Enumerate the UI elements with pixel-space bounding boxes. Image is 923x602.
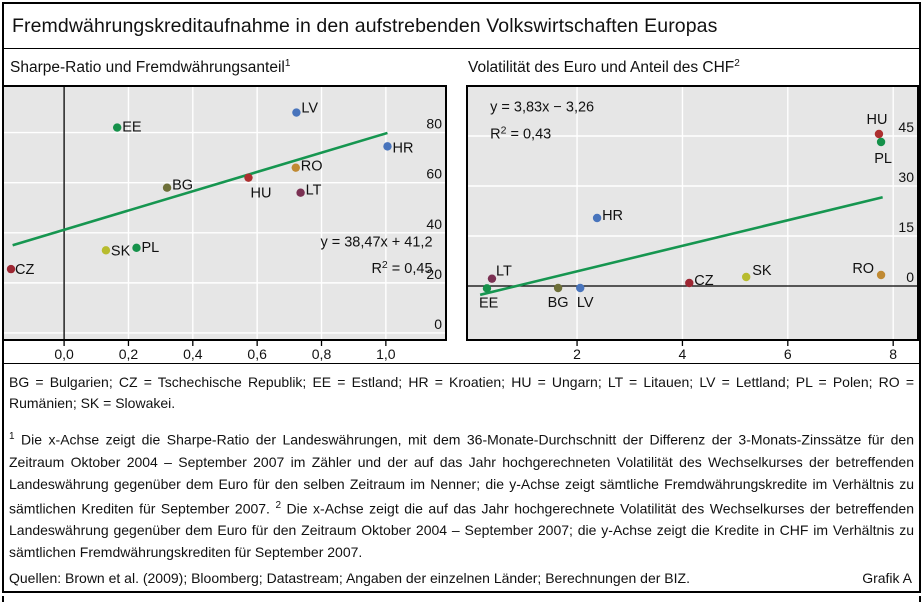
data-point-label-HU: HU xyxy=(250,186,271,202)
x-tick-label: 0,0 xyxy=(54,346,74,362)
data-point-SK xyxy=(101,246,111,255)
figure-title: Fremdwährungskreditaufnahme in den aufst… xyxy=(4,4,917,48)
x-tick-label: 0,2 xyxy=(119,346,139,362)
data-point-SK xyxy=(741,272,751,282)
x-tick-label: 2 xyxy=(573,346,581,362)
data-point-label-RO: RO xyxy=(301,159,323,175)
left-chart-scatter: 0,0 0,2 0,4 0,6 0,8 1,0 0 20 40 60 80 CZ SK PL EE BG HU R… xyxy=(2,85,447,362)
x-tick-label: 8 xyxy=(889,346,897,362)
right-chart-title: Volatilität des Euro und Anteil des CHF2 xyxy=(468,58,740,77)
data-point-label-BG: BG xyxy=(172,178,193,194)
notes-section: BG = Bulgarien; CZ = Tschechische Republ… xyxy=(9,366,914,563)
data-point-label-SK: SK xyxy=(752,263,772,279)
y-tick-label: 0 xyxy=(434,316,442,332)
data-point-label-SK: SK xyxy=(111,243,131,259)
footnotes-paragraph: 1 Die x-Achse zeigt die Sharpe-Ratio der… xyxy=(9,426,914,563)
trend-line xyxy=(479,196,883,297)
data-point-label-PL: PL xyxy=(874,151,892,167)
y-tick-label: 15 xyxy=(898,219,914,235)
data-point-label-LT: LT xyxy=(496,264,512,280)
footnote-1-marker: 1 xyxy=(9,431,15,442)
data-point-BG xyxy=(553,283,563,293)
data-point-CZ xyxy=(685,278,694,288)
footnote-2-text: Die x-Achse zeigt die auf das Jahr hochg… xyxy=(9,500,915,561)
data-point-LT xyxy=(296,188,305,197)
left-chart-title: Sharpe-Ratio und Fremdwährungsanteil1 xyxy=(10,58,290,77)
y-tick-label: 45 xyxy=(898,119,914,135)
next-box-left-border xyxy=(2,596,4,602)
data-point-label-LV: LV xyxy=(577,295,594,311)
left-chart-footnote-marker: 1 xyxy=(284,58,291,69)
y-tick-label: 40 xyxy=(426,216,442,232)
data-point-HR xyxy=(383,142,392,151)
data-point-EE xyxy=(482,284,492,293)
graph-label: Grafik A xyxy=(862,570,912,586)
trend-line xyxy=(12,131,388,247)
data-point-PL xyxy=(132,243,141,253)
x-tick-label: 1,0 xyxy=(376,346,396,362)
data-point-label-RO: RO xyxy=(852,261,874,277)
sources-row: Quellen: Brown et al. (2009); Bloomberg;… xyxy=(9,570,912,586)
data-point-HU xyxy=(874,129,884,139)
y-tick-label: 20 xyxy=(426,266,442,282)
left-chart-title-text: Sharpe-Ratio und Fremdwährungsanteil xyxy=(10,59,285,77)
trend-r2-label: R2 = 0,43 xyxy=(490,124,551,142)
data-point-label-BG: BG xyxy=(548,295,569,311)
data-point-label-EE: EE xyxy=(479,295,499,311)
footnote-2-marker: 2 xyxy=(275,499,282,511)
data-point-LT xyxy=(487,274,497,283)
data-point-label-LV: LV xyxy=(301,101,318,117)
data-point-label-HU: HU xyxy=(866,112,887,128)
footnote-1-text: Die x-Achse zeigt die Sharpe-Ratio der L… xyxy=(9,431,914,517)
country-legend: BG = Bulgarien; CZ = Tschechische Republ… xyxy=(9,374,914,411)
data-point-BG xyxy=(162,183,172,192)
data-point-label-LT: LT xyxy=(306,183,322,199)
data-point-EE xyxy=(112,123,122,132)
sources-text: Quellen: Brown et al. (2009); Bloomberg;… xyxy=(9,570,690,586)
figure-title-text: Fremdwährungskreditaufnahme in den aufst… xyxy=(12,14,718,37)
x-tick-label: 0,8 xyxy=(312,346,332,362)
plot-area xyxy=(2,85,447,341)
data-point-RO xyxy=(291,163,300,172)
data-point-label-PL: PL xyxy=(141,240,159,256)
data-point-label-CZ: CZ xyxy=(694,273,713,289)
x-tick-label: 0,6 xyxy=(247,346,267,362)
charts-separator xyxy=(4,363,919,364)
data-point-label-CZ: CZ xyxy=(15,262,34,278)
right-chart-title-text: Volatilität des Euro und Anteil des CHF xyxy=(468,59,735,77)
plot-area xyxy=(466,85,919,341)
data-point-label-HR: HR xyxy=(602,208,623,224)
x-tick-label: 4 xyxy=(679,346,687,362)
data-point-label-HR: HR xyxy=(392,140,413,156)
right-chart-scatter: 2 4 6 8 0 15 30 45 EE LT BG LV HR CZ SK RO HU PL y = 3,83x… xyxy=(466,85,919,362)
data-point-CZ xyxy=(6,264,16,274)
data-point-PL xyxy=(876,137,886,147)
y-tick-label: 30 xyxy=(898,169,914,185)
y-tick-label: 80 xyxy=(426,116,442,132)
data-point-label-EE: EE xyxy=(122,120,142,136)
y-tick-label: 0 xyxy=(906,269,914,285)
data-point-LV xyxy=(292,108,301,117)
x-tick-label: 6 xyxy=(784,346,792,362)
next-box-right-border xyxy=(919,596,921,602)
trend-r2-label: R2 = 0,45 xyxy=(371,259,432,277)
data-point-HU xyxy=(244,173,253,182)
trend-equation-label: y = 38,47x + 41,2 xyxy=(320,235,432,251)
data-point-RO xyxy=(876,270,886,280)
right-chart-footnote-marker: 2 xyxy=(734,58,740,69)
x-tick-label: 0,4 xyxy=(183,346,203,362)
y-tick-label: 60 xyxy=(426,166,442,182)
data-point-LV xyxy=(576,283,585,293)
trend-equation-label: y = 3,83x − 3,26 xyxy=(490,100,594,116)
title-separator xyxy=(4,48,919,49)
data-point-HR xyxy=(592,213,602,223)
